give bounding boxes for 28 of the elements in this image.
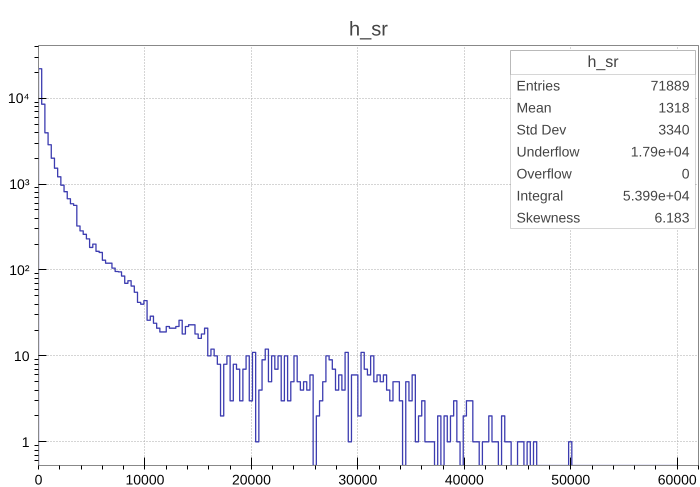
annotation: h_sr xyxy=(587,54,620,71)
annotation: Integral xyxy=(516,188,564,204)
annotation: 0 xyxy=(682,166,690,182)
annotation: Std Dev xyxy=(516,122,566,138)
chart-title: h_sr xyxy=(349,18,388,40)
y-tick-label: 10³ xyxy=(9,176,30,192)
x-tick-label: 40000 xyxy=(444,472,484,487)
x-tick-label: 50000 xyxy=(551,472,590,487)
annotation: 1.79e+04 xyxy=(630,144,690,160)
y-tick-label: 1 xyxy=(22,434,30,450)
y-tick-label: 10 xyxy=(14,348,30,364)
y-tick-label: 10⁴ xyxy=(8,90,30,106)
annotation: 71889 xyxy=(650,78,690,94)
annotation: Mean xyxy=(516,100,552,116)
annotation: 5.399e+04 xyxy=(622,188,690,204)
x-tick-label: 60000 xyxy=(658,472,697,487)
annotation: Overflow xyxy=(516,166,573,182)
x-tick-label: 10000 xyxy=(125,472,165,487)
y-tick-label: 10² xyxy=(9,262,30,278)
annotation: 3340 xyxy=(658,122,690,138)
annotation: 6.183 xyxy=(654,210,690,226)
annotation: Underflow xyxy=(516,144,580,160)
x-tick-label: 0 xyxy=(34,472,43,487)
annotation: Entries xyxy=(516,78,560,94)
x-tick-label: 30000 xyxy=(338,472,378,487)
x-tick-label: 20000 xyxy=(232,472,272,487)
annotation: 1318 xyxy=(658,100,690,116)
annotation: Skewness xyxy=(516,210,580,226)
